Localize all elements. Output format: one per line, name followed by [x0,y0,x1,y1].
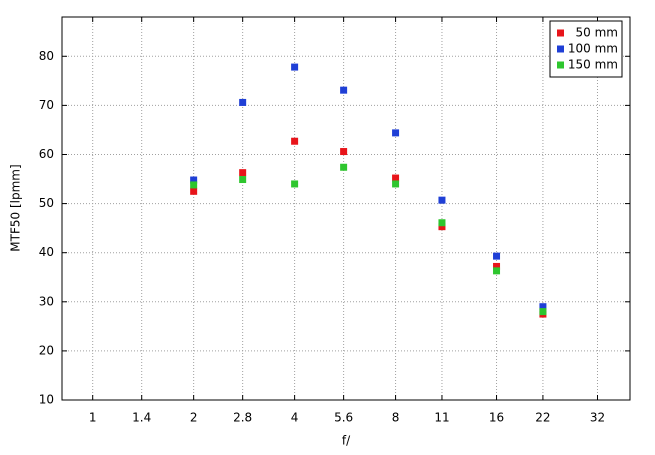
x-tick-label: 1 [89,411,97,425]
point [291,137,299,145]
x-tick-label: 22 [535,411,550,425]
legend-label: 50 mm [576,26,618,40]
point [392,174,400,182]
point [493,252,501,260]
x-tick-label: 5.6 [334,411,353,425]
plot-frame [61,16,631,401]
point [239,98,247,106]
y-tick-label: 80 [39,49,54,63]
x-tick-label: 8 [392,411,400,425]
point [340,148,348,156]
y-tick-label: 10 [39,393,54,407]
point [438,196,446,204]
legend-label: 100 mm [568,42,618,56]
point [493,267,501,275]
y-tick-label: 50 [39,196,54,210]
legend-label: 150 mm [568,58,618,72]
y-axis-label: MTF50 [lpmm] [9,164,23,251]
point [190,187,198,195]
legend-swatch [557,61,564,69]
y-tick-label: 70 [39,98,54,112]
point [438,219,446,227]
point [539,303,547,311]
x-tick-label: 2 [190,411,198,425]
x-tick-label: 16 [489,411,504,425]
point [340,86,348,94]
point [392,129,400,137]
y-tick-label: 20 [39,343,54,357]
y-tick-label: 40 [39,245,54,259]
x-tick-label: 4 [291,411,299,425]
legend-swatch [557,29,564,37]
point [493,262,501,270]
x-tick-label: 11 [434,411,449,425]
point [291,180,299,188]
point [291,63,299,71]
point [239,176,247,184]
x-tick-label: 1.4 [132,411,151,425]
x-tick-label: 2.8 [233,411,252,425]
x-axis-label: f/ [342,434,351,448]
y-tick-label: 30 [39,294,54,308]
point [239,169,247,177]
point [392,180,400,188]
point [438,223,446,231]
point [539,308,547,316]
point [340,163,348,171]
x-tick-label: 32 [590,411,605,425]
y-tick-label: 60 [39,147,54,161]
legend-swatch [557,45,564,53]
point [190,176,198,184]
point [190,181,198,189]
